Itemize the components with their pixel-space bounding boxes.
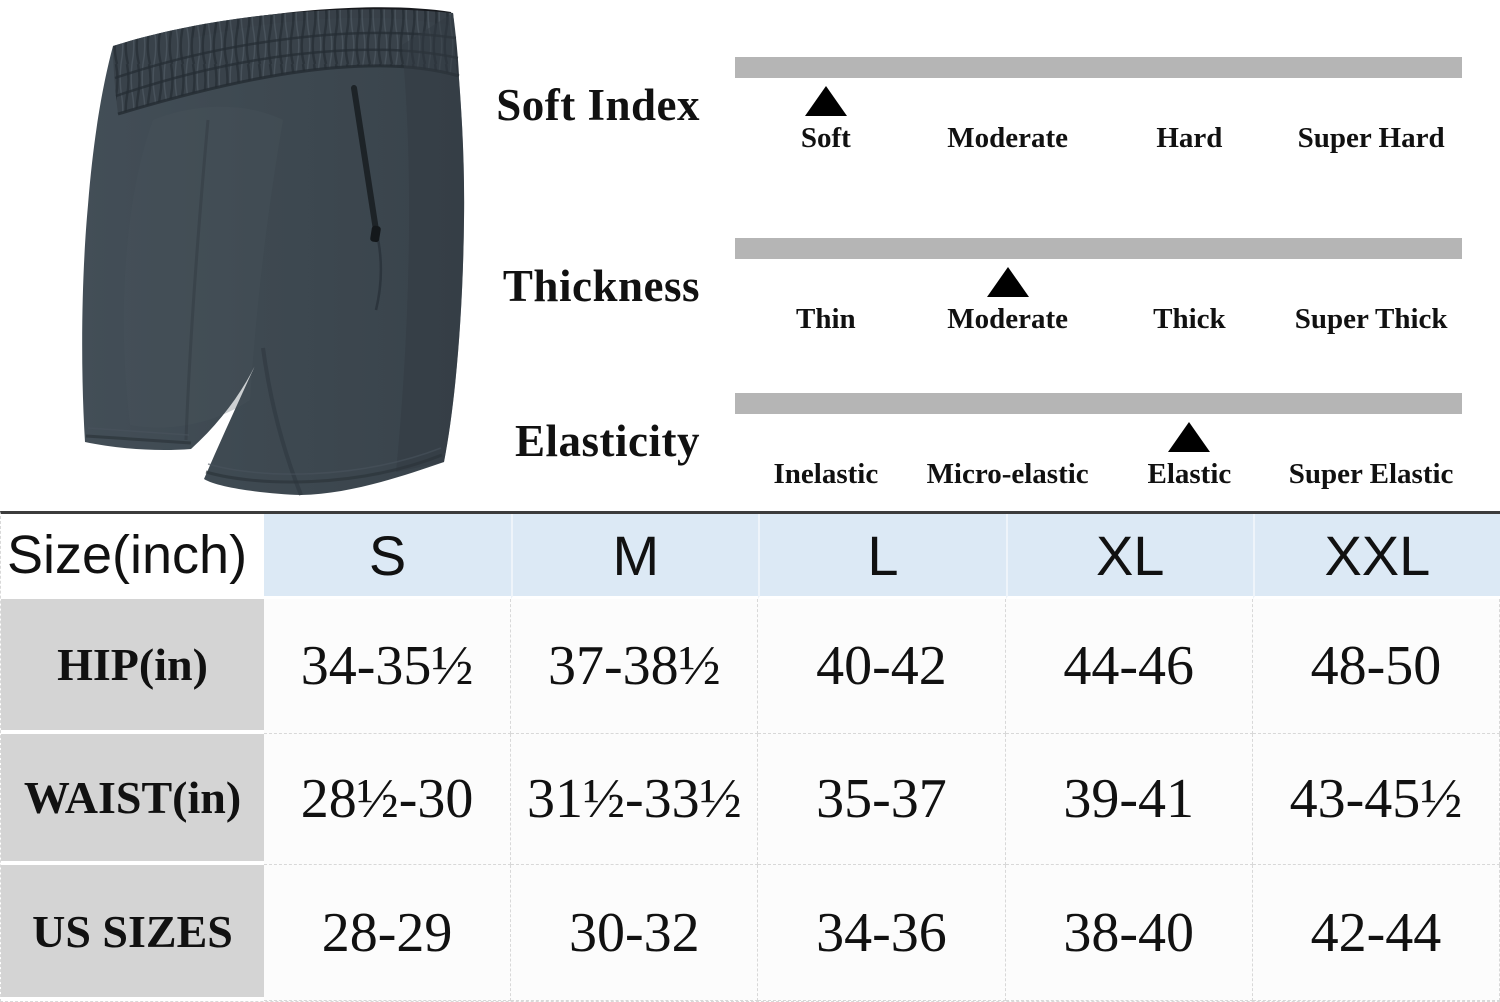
- scale-option: Thin: [796, 303, 856, 335]
- scale-title: Soft Index: [496, 80, 700, 131]
- waist-value-xxl: 43-45½: [1252, 734, 1500, 865]
- size-col-header-m: M: [511, 514, 759, 599]
- scale-bar: [735, 238, 1462, 259]
- size-col-header-l: L: [758, 514, 1006, 599]
- scale-option: Super Hard: [1297, 122, 1445, 154]
- size-table-unit-header: Size(inch): [1, 514, 264, 599]
- scale-option: Inelastic: [773, 458, 879, 490]
- us-size-value-xl: 38-40: [1005, 865, 1253, 1001]
- size-col-header-s: S: [264, 514, 512, 599]
- row-label-hip: HIP(in): [1, 599, 264, 734]
- scale-marker-row: [735, 421, 1462, 452]
- us-size-value-l: 34-36: [758, 865, 1006, 1001]
- scale-label-row: Inelastic Micro-elastic Elastic Super El…: [735, 454, 1462, 494]
- us-size-value-m: 30-32: [511, 865, 759, 1001]
- pocket-zipper: [351, 85, 379, 233]
- row-label-us-sizes: US SIZES: [1, 865, 264, 1001]
- scale-soft-index: Soft Index Soft Moderate Hard Super Hard: [0, 30, 1500, 195]
- scale-title: Thickness: [502, 261, 700, 312]
- marker-triangle-icon: [1168, 422, 1211, 452]
- size-table: Size(inch) S M L XL XXL HIP(in) 34-35½ 3…: [0, 511, 1500, 1002]
- waist-value-l: 35-37: [758, 734, 1006, 865]
- waist-value-s: 28½-30: [264, 734, 512, 865]
- size-col-header-xl: XL: [1005, 514, 1253, 599]
- size-col-header-xxl: XXL: [1252, 514, 1500, 599]
- us-size-value-s: 28-29: [264, 865, 512, 1001]
- scale-marker-row: [735, 85, 1462, 116]
- shorts-body: [82, 9, 465, 496]
- scale-option: Hard: [1156, 122, 1223, 154]
- shorts-waistband: [113, 9, 459, 115]
- marker-triangle-icon: [986, 267, 1029, 297]
- scale-option: Moderate: [947, 303, 1069, 335]
- scale-option: Super Elastic: [1288, 458, 1454, 490]
- shorts-product-photo: [82, 7, 465, 496]
- scale-option: Elastic: [1147, 458, 1232, 490]
- scale-bar: [735, 57, 1462, 78]
- scale-option: Thick: [1153, 303, 1226, 335]
- waist-value-xl: 39-41: [1005, 734, 1253, 865]
- scale-option: Micro-elastic: [926, 458, 1089, 490]
- scale-elasticity: Elasticity Inelastic Micro-elastic Elast…: [0, 366, 1500, 531]
- scale-title: Elasticity: [515, 416, 700, 467]
- hip-value-l: 40-42: [758, 599, 1006, 734]
- scale-bar: [735, 393, 1462, 414]
- scale-option: Super Thick: [1294, 303, 1448, 335]
- row-label-waist: WAIST(in): [1, 734, 264, 865]
- waist-value-m: 31½-33½: [511, 734, 759, 865]
- scale-label-row: Soft Moderate Hard Super Hard: [735, 118, 1462, 158]
- scale-option: Soft: [800, 122, 851, 154]
- us-size-value-xxl: 42-44: [1252, 865, 1500, 1001]
- scale-option: Moderate: [947, 122, 1069, 154]
- hip-value-xxl: 48-50: [1252, 599, 1500, 734]
- scale-marker-row: [735, 266, 1462, 297]
- hip-value-m: 37-38½: [511, 599, 759, 734]
- scale-label-row: Thin Moderate Thick Super Thick: [735, 299, 1462, 339]
- marker-triangle-icon: [804, 86, 847, 116]
- hip-value-s: 34-35½: [264, 599, 512, 734]
- hip-value-xl: 44-46: [1005, 599, 1253, 734]
- scale-thickness: Thickness Thin Moderate Thick Super Thic…: [0, 211, 1500, 376]
